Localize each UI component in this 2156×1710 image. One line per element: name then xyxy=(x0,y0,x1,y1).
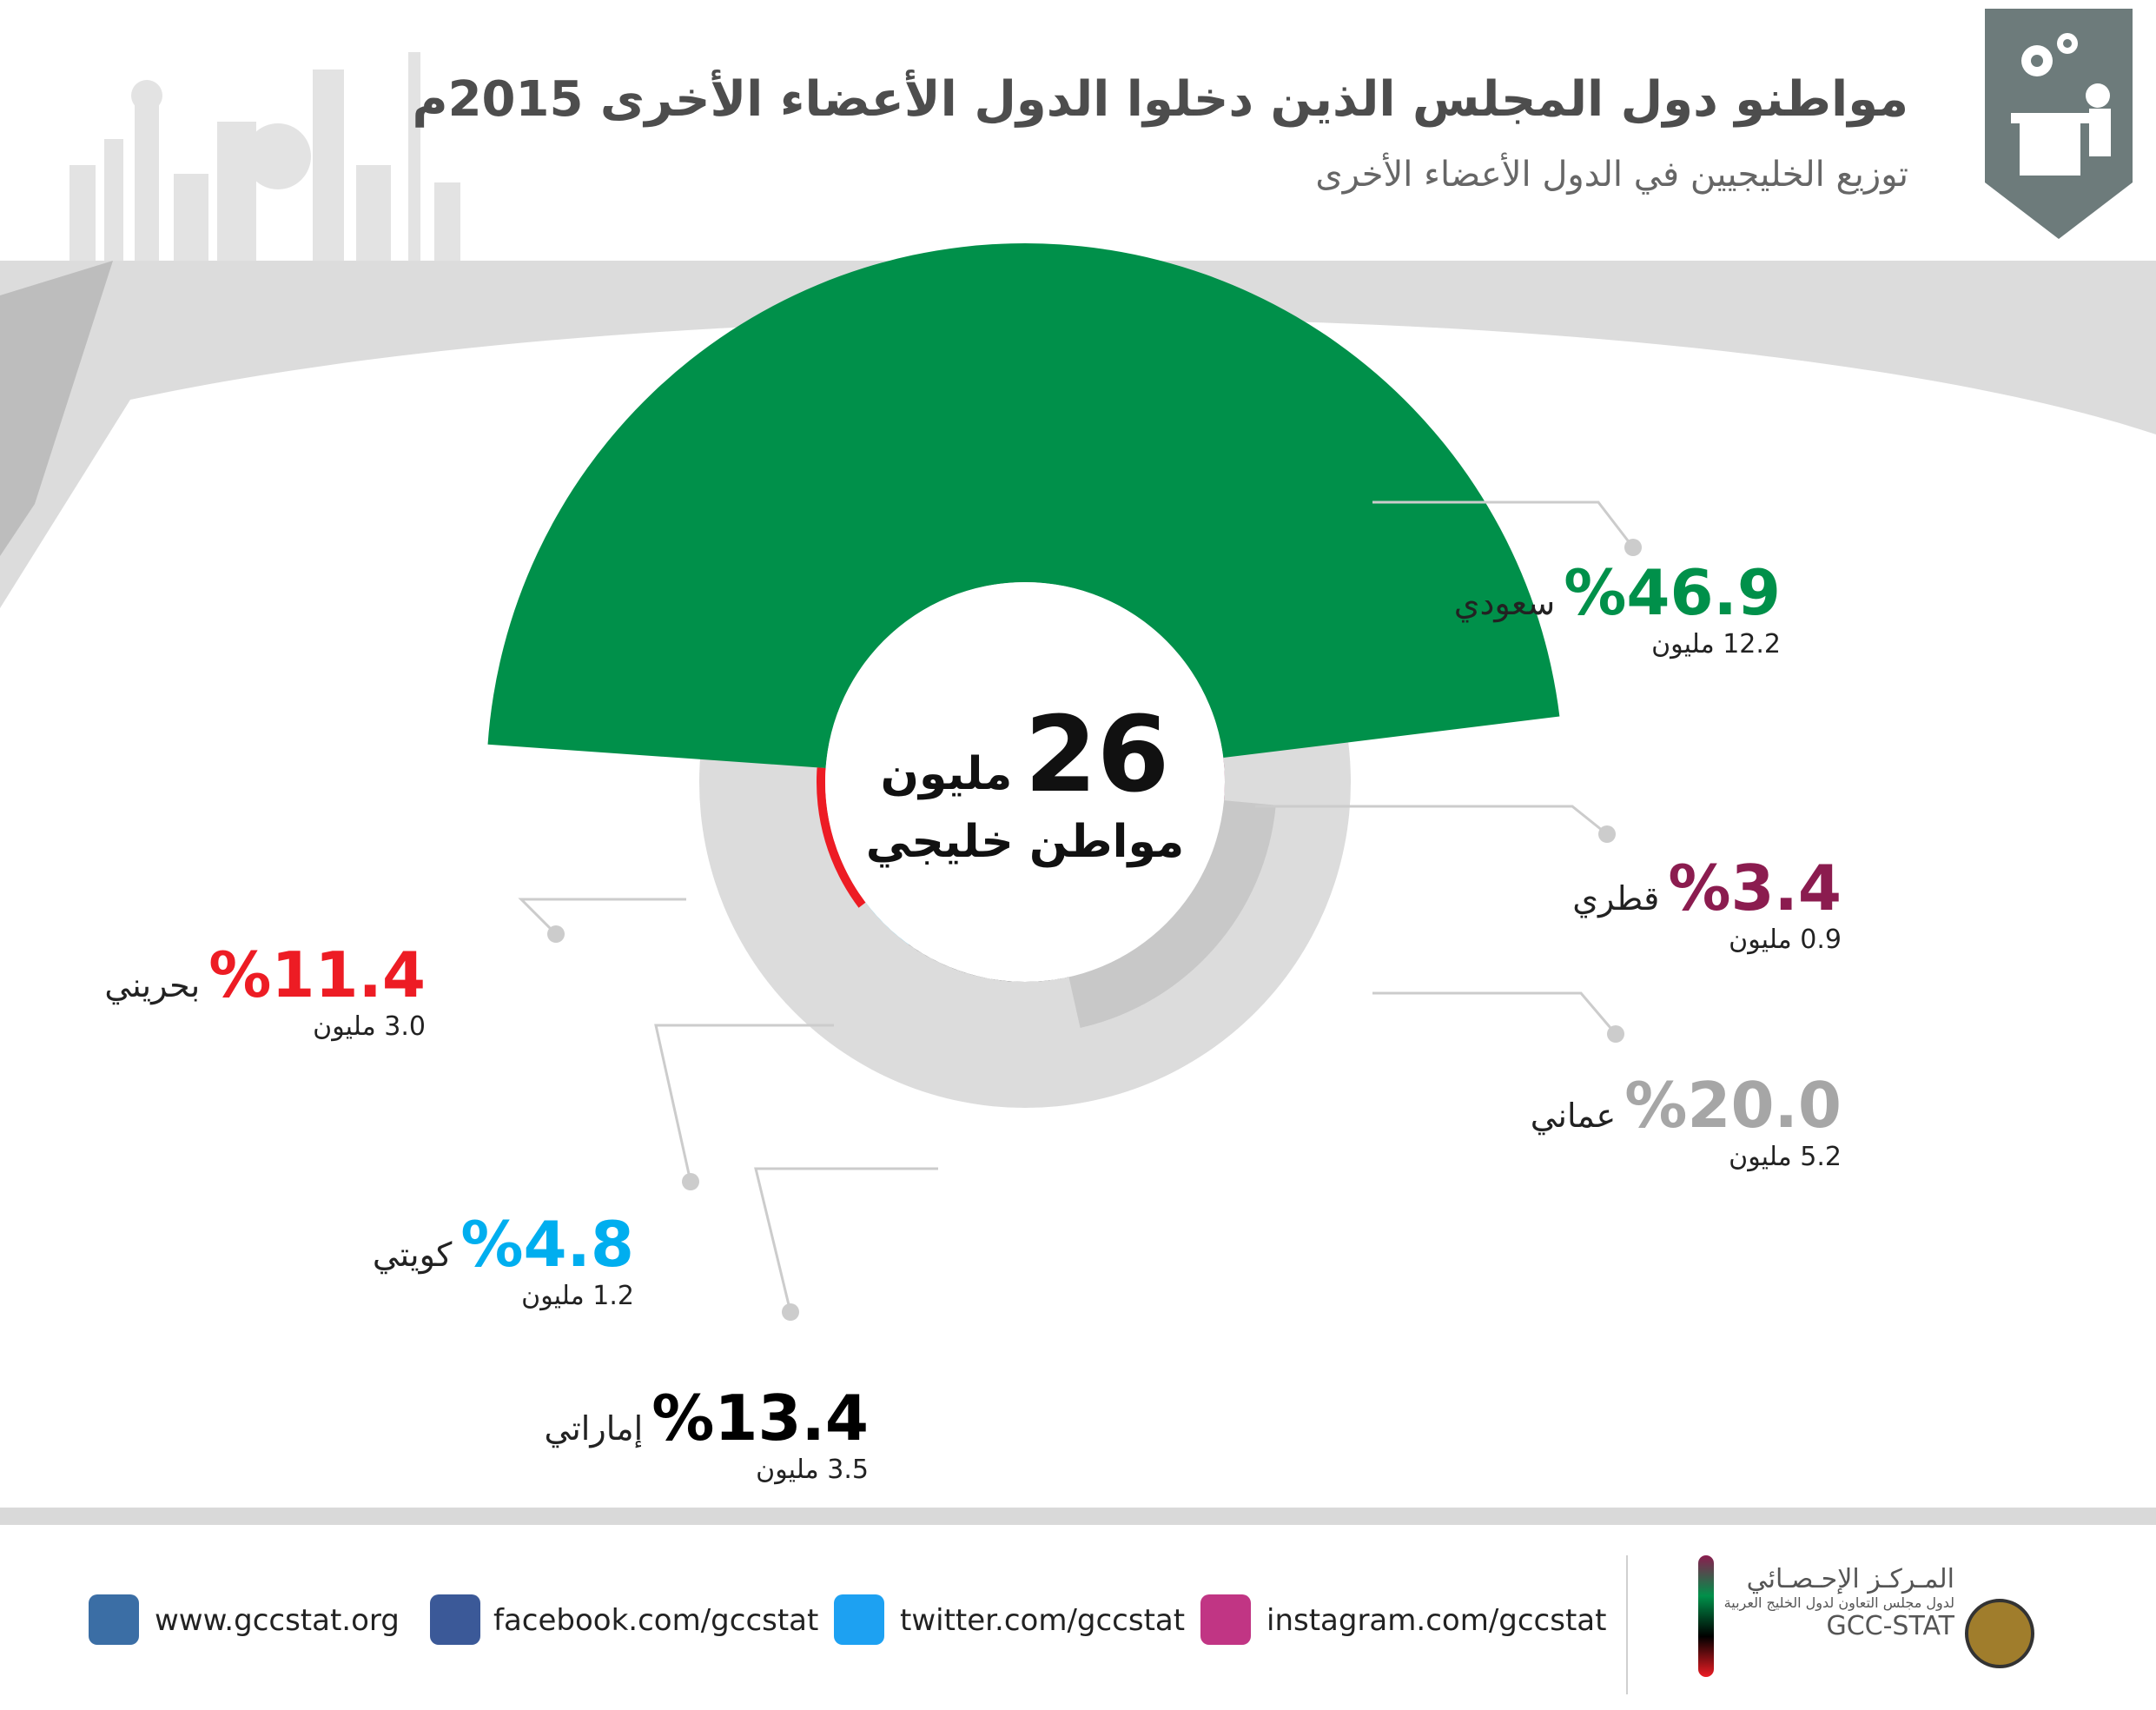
instagram-link[interactable]: instagram.com/gccstat xyxy=(1266,1603,1607,1638)
leader-dot-bahraini xyxy=(547,925,565,943)
slice-percent-emirati: %13.4 xyxy=(651,1382,869,1455)
slice-value-saudi: 12.2 مليون xyxy=(1651,629,1781,659)
logo-line-1: المـركـز الإحـصـائي xyxy=(1746,1564,1954,1594)
gcc-stat-logo: المـركـز الإحـصـائي لدول مجلس التعاون لد… xyxy=(1694,1564,1954,1641)
label-row-emirati: إماراتي %13.4 xyxy=(545,1382,869,1455)
slice-percent-omani: %20.0 xyxy=(1624,1069,1842,1142)
leader-line-bahraini xyxy=(518,898,686,936)
slice-name-saudi: سعودي xyxy=(1453,584,1556,622)
twitter-icon[interactable] xyxy=(834,1594,884,1645)
leader-line-saudi xyxy=(1372,500,1635,548)
leader-line-omani xyxy=(1372,991,1617,1035)
center-caption: مواطن خليجي xyxy=(865,816,1185,868)
slice-saudi xyxy=(487,243,1560,768)
label-bahraini: بحريني %11.4 3.0 مليون xyxy=(104,938,426,1042)
label-row-bahraini: بحريني %11.4 xyxy=(104,938,426,1011)
leader-dot-saudi xyxy=(1624,539,1642,556)
label-emirati: إماراتي %13.4 3.5 مليون xyxy=(545,1382,869,1485)
page-title: مواطنو دول المجلس الذين دخلوا الدول الأع… xyxy=(412,71,1908,128)
website-link[interactable]: www.gccstat.org xyxy=(155,1603,400,1638)
slice-value-kuwaiti: 1.2 مليون xyxy=(521,1281,634,1311)
leader-dot-omani xyxy=(1607,1025,1624,1043)
slice-percent-qatari: %3.4 xyxy=(1668,852,1842,925)
slice-value-emirati: 3.5 مليون xyxy=(756,1455,869,1485)
slice-name-bahraini: بحريني xyxy=(104,966,201,1004)
footer-divider xyxy=(0,1508,2156,1525)
slice-name-omani: عماني xyxy=(1530,1097,1617,1135)
center-label: مليون 26 مواطن خليجي xyxy=(817,695,1233,868)
label-row-kuwaiti: كويتي %4.8 xyxy=(321,1208,634,1281)
facebook-link[interactable]: facebook.com/gccstat xyxy=(493,1603,819,1638)
label-saudi: سعودي %46.9 12.2 مليون xyxy=(1454,556,1781,659)
leader-dot-kuwaiti xyxy=(682,1173,699,1190)
slice-bahraini xyxy=(817,767,866,908)
center-unit: مليون xyxy=(880,748,1013,800)
twitter-link[interactable]: twitter.com/gccstat xyxy=(900,1603,1186,1638)
slice-value-qatari: 0.9 مليون xyxy=(1729,925,1842,955)
leader-dot-qatari xyxy=(1598,825,1616,843)
slice-percent-bahraini: %11.4 xyxy=(208,938,426,1011)
footer-separator xyxy=(1626,1555,1628,1694)
label-omani: عماني %20.0 5.2 مليون xyxy=(1529,1069,1842,1172)
leader-line-emirati xyxy=(754,1167,938,1313)
label-qatari: قطري %3.4 0.9 مليون xyxy=(1529,852,1842,955)
leader-dot-emirati xyxy=(782,1303,799,1321)
logo-line-3: GCC-STAT xyxy=(1826,1611,1954,1641)
slice-value-bahraini: 3.0 مليون xyxy=(313,1011,426,1042)
logo-line-2: لدول مجلس التعاون لدول الخليج العربية xyxy=(1723,1594,1954,1611)
header-swoosh xyxy=(0,261,2156,608)
slice-omani xyxy=(1068,800,1276,1028)
slice-percent-saudi: %46.9 xyxy=(1564,556,1781,629)
slice-name-emirati: إماراتي xyxy=(544,1409,644,1448)
gcc-emblem-icon xyxy=(1965,1599,2034,1668)
label-row-saudi: سعودي %46.9 xyxy=(1454,556,1781,629)
skyline-decoration xyxy=(69,52,460,261)
center-disc xyxy=(825,582,1225,982)
logo-ribbon-icon xyxy=(1698,1555,1714,1677)
slice-percent-kuwaiti: %4.8 xyxy=(460,1208,634,1281)
citizens-donut-chart xyxy=(487,243,1642,1321)
center-number: 26 xyxy=(1024,695,1170,816)
leader-line-qatari xyxy=(1255,805,1608,836)
center-total: مليون 26 xyxy=(817,695,1233,816)
facebook-icon[interactable] xyxy=(430,1594,480,1645)
label-row-omani: عماني %20.0 xyxy=(1529,1069,1842,1142)
wordpress-icon[interactable] xyxy=(89,1594,139,1645)
statistician-badge-icon xyxy=(1985,9,2133,239)
label-row-qatari: قطري %3.4 xyxy=(1529,852,1842,925)
page-subtitle: توزيع الخليجيين في الدول الأعضاء الأخرى xyxy=(1315,155,1908,195)
leader-line-kuwaiti xyxy=(654,1024,834,1183)
instagram-icon[interactable] xyxy=(1200,1594,1251,1645)
label-kuwaiti: كويتي %4.8 1.2 مليون xyxy=(321,1208,634,1311)
slice-name-qatari: قطري xyxy=(1572,879,1660,918)
slice-value-omani: 5.2 مليون xyxy=(1729,1142,1842,1172)
slice-name-kuwaiti: كويتي xyxy=(372,1236,453,1274)
